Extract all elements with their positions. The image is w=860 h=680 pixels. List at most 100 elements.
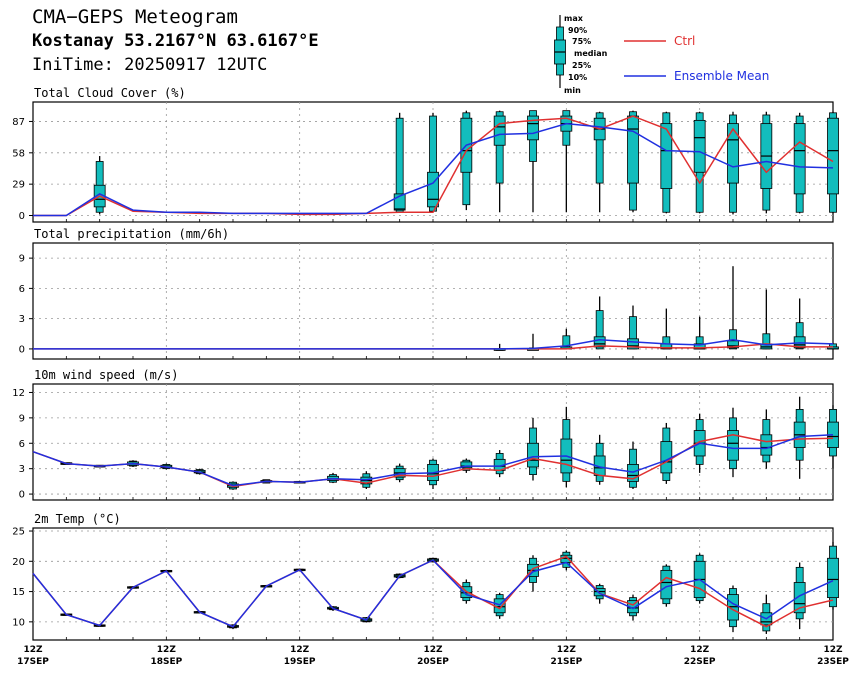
box-25-75 xyxy=(727,340,739,349)
y-tick-label: 58 xyxy=(12,148,25,159)
panel-2: 10m wind speed (m/s) 0 3 6 9 12 xyxy=(12,368,839,501)
ensemble-box xyxy=(560,550,573,571)
box-25-75 xyxy=(493,115,506,146)
ensemble-box xyxy=(627,110,639,213)
panel-frame xyxy=(32,242,834,360)
x-tick-date: 18SEP xyxy=(150,657,182,667)
ensemble-box xyxy=(627,441,639,489)
x-tick-hour: 12Z xyxy=(23,645,43,655)
box-25-75 xyxy=(660,569,673,600)
ensemble-mean-line xyxy=(33,122,834,217)
ensemble-box xyxy=(593,434,606,485)
location-label: Kostanay 53.2167°N 63.6167°E xyxy=(32,31,319,51)
legend-key-label: min xyxy=(564,86,581,95)
time-axis-labels: 12Z 17SEP 12Z 18SEP 12Z 19SEP 12Z 20SEP 12Z 21SEP… xyxy=(17,645,849,667)
legend-key-label: 10% xyxy=(568,73,587,82)
x-tick-date: 19SEP xyxy=(284,657,316,667)
box-25-75 xyxy=(627,464,639,482)
y-tick-label: 29 xyxy=(12,180,25,191)
box-25-75 xyxy=(627,115,639,184)
box-25-75 xyxy=(593,336,606,348)
ensemble-box xyxy=(560,110,573,213)
ensemble-box xyxy=(727,266,739,350)
legend-ctrl-label: Ctrl xyxy=(674,34,695,48)
y-tick-label: 25 xyxy=(12,527,25,538)
legend-mean-label: Ensemble Mean xyxy=(674,69,769,83)
y-tick-label: 3 xyxy=(19,464,25,475)
x-tick-hour: 12Z xyxy=(690,645,710,655)
y-tick-label: 9 xyxy=(19,254,25,265)
legend-key-label: median xyxy=(574,49,608,58)
panel-title: 2m Temp (°C) xyxy=(34,512,121,526)
x-tick-hour: 12Z xyxy=(290,645,310,655)
y-tick-label: 3 xyxy=(19,314,25,325)
x-tick-hour: 12Z xyxy=(823,645,843,655)
ensemble-box xyxy=(527,417,539,481)
panel-title: 10m wind speed (m/s) xyxy=(34,368,179,382)
ensemble-mean-line xyxy=(32,559,834,628)
y-tick-label: 0 xyxy=(19,490,25,501)
ensemble-box xyxy=(393,463,406,483)
x-tick-date: 17SEP xyxy=(17,657,49,667)
y-tick-label: 0 xyxy=(19,211,25,222)
box-25-75 xyxy=(727,123,739,184)
box-10-90 xyxy=(595,112,604,184)
box-25-75 xyxy=(727,430,739,461)
init-time-label: IniTime: 20250917 12UTC xyxy=(32,55,268,75)
box-25-75 xyxy=(793,123,806,195)
box-25-75 xyxy=(660,441,673,474)
ensemble-box xyxy=(827,541,839,610)
ensemble-box xyxy=(760,409,773,469)
ensemble-box xyxy=(527,110,539,213)
y-tick-label: 12 xyxy=(12,388,25,399)
ensemble-box xyxy=(360,471,373,489)
box-25-75 xyxy=(727,594,739,621)
x-tick-hour: 12Z xyxy=(157,645,177,655)
panel-title: Total precipitation (mm/6h) xyxy=(34,227,229,241)
box-25-75 xyxy=(693,119,706,173)
legend-key-label: 25% xyxy=(572,61,591,70)
ensemble-box xyxy=(727,407,739,478)
ensemble-box xyxy=(793,298,806,350)
ensemble-box xyxy=(827,111,839,214)
box-25-75 xyxy=(527,115,539,141)
ensemble-box xyxy=(793,112,806,214)
ensemble-box xyxy=(427,112,439,213)
panel-3: 2m Temp (°C) 10 15 20 25 xyxy=(12,512,839,641)
box-25-75 xyxy=(527,442,539,468)
ensemble-box xyxy=(327,472,339,484)
box-25-75 xyxy=(827,557,839,599)
ensemble-box xyxy=(493,450,506,478)
x-tick-hour: 12Z xyxy=(423,645,443,655)
box-25-75 xyxy=(427,171,439,208)
box-25-75 xyxy=(393,193,406,211)
y-tick-label: 15 xyxy=(12,587,25,598)
y-tick-label: 10 xyxy=(12,617,25,628)
ensemble-box xyxy=(493,110,506,213)
ensemble-box xyxy=(760,594,773,634)
ensemble-box xyxy=(760,289,773,350)
box-10-90 xyxy=(795,322,804,350)
ensemble-box xyxy=(460,110,473,211)
meteogram-panels: Total Cloud Cover (%) 0 29 58 87 Total precip… xyxy=(12,86,839,641)
y-tick-label: 20 xyxy=(12,557,25,568)
panel-1: Total precipitation (mm/6h) 0 3 6 9 xyxy=(19,227,839,360)
ensemble-mean-line xyxy=(33,339,834,350)
box-10-90 xyxy=(595,310,604,350)
y-tick-label: 87 xyxy=(12,117,25,128)
meteogram-title: CMA−GEPS Meteogram xyxy=(32,6,238,28)
ensemble-box xyxy=(560,406,573,488)
ensemble-mean-line xyxy=(32,434,834,487)
box-25-75 xyxy=(760,434,773,456)
legend-key-label: 75% xyxy=(572,37,591,46)
box-25-75 xyxy=(660,123,673,189)
ensemble-box xyxy=(693,553,706,604)
panel-title: Total Cloud Cover (%) xyxy=(34,86,186,100)
y-tick-label: 6 xyxy=(19,439,25,450)
box-25-75 xyxy=(593,588,606,597)
x-tick-date: 23SEP xyxy=(817,657,849,667)
ensemble-box xyxy=(660,422,673,484)
ensemble-box xyxy=(660,308,673,350)
ensemble-box xyxy=(660,564,673,607)
